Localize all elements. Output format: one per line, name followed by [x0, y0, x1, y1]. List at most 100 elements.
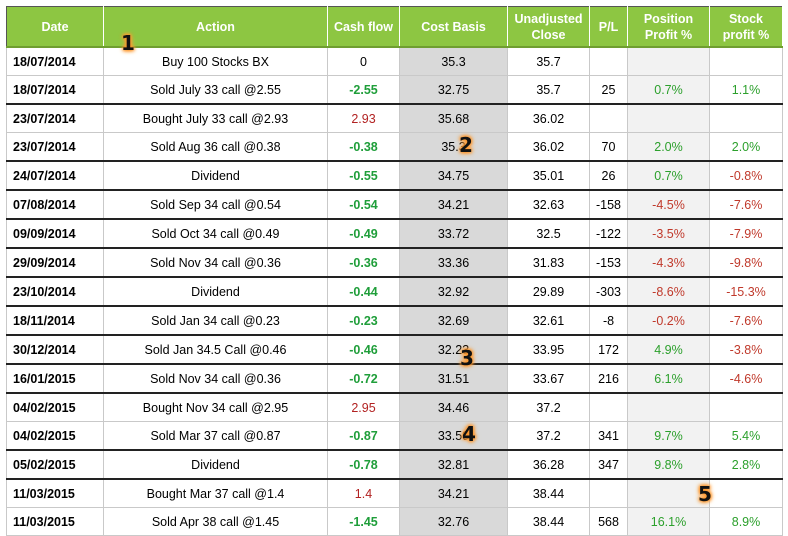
cell-date: 04/02/2015 — [6, 392, 104, 422]
cell-cost-basis: 32.75 — [399, 75, 508, 105]
cell-pl: 347 — [589, 449, 628, 480]
cell-pl — [589, 392, 628, 422]
table-row: 04/02/2015 Bought Nov 34 call @2.95 2.95 34… — [6, 392, 783, 422]
header-cost-basis: Cost Basis — [399, 6, 508, 48]
cell-cash-flow: 1.4 — [327, 478, 400, 508]
cell-date: 11/03/2015 — [6, 478, 104, 508]
cell-unadjusted-close: 38.44 — [507, 507, 590, 536]
cell-date: 05/02/2015 — [6, 449, 104, 480]
trade-log-table-container: Date Action Cash flow Cost Basis Unadjus… — [6, 6, 783, 536]
cell-pl: 216 — [589, 363, 628, 394]
cell-stock-profit — [709, 46, 783, 76]
cell-pl: -158 — [589, 189, 628, 220]
cell-position-profit: -4.3% — [627, 247, 710, 278]
cell-date: 09/09/2014 — [6, 218, 104, 249]
cell-action: Sold Oct 34 call @0.49 — [103, 218, 328, 249]
table-row: 18/11/2014 Sold Jan 34 call @0.23 -0.23 32.… — [6, 305, 783, 336]
cell-date: 18/11/2014 — [6, 305, 104, 336]
cell-unadjusted-close: 35.7 — [507, 75, 590, 105]
cell-position-profit — [627, 392, 710, 422]
cell-pl: 70 — [589, 132, 628, 162]
cell-date: 18/07/2014 — [6, 46, 104, 76]
cell-date: 30/12/2014 — [6, 334, 104, 365]
cell-action: Bought Mar 37 call @1.4 — [103, 478, 328, 508]
cell-cash-flow: -0.78 — [327, 449, 400, 480]
cell-date: 18/07/2014 — [6, 75, 104, 105]
cell-date: 11/03/2015 — [6, 507, 104, 536]
cell-cash-flow: 0 — [327, 46, 400, 76]
table-row: 05/02/2015 Dividend -0.78 32.81 36.28 347 9.8%… — [6, 449, 783, 480]
table-row: 24/07/2014 Dividend -0.55 34.75 35.01 26 0.7% -… — [6, 160, 783, 191]
cell-stock-profit: -7.6% — [709, 305, 783, 336]
callout-marker-1: 1 — [121, 31, 135, 55]
callout-marker-2: 2 — [459, 133, 473, 157]
cell-cost-basis: 32.76 — [399, 507, 508, 536]
cell-position-profit: 6.1% — [627, 363, 710, 394]
cell-cost-basis: 34.21 — [399, 478, 508, 508]
table-row: 29/09/2014 Sold Nov 34 call @0.36 -0.36 33.… — [6, 247, 783, 278]
cell-stock-profit: -7.6% — [709, 189, 783, 220]
cell-stock-profit: 2.8% — [709, 449, 783, 480]
cell-unadjusted-close: 36.02 — [507, 103, 590, 133]
cell-stock-profit: -0.8% — [709, 160, 783, 191]
cell-position-profit: -4.5% — [627, 189, 710, 220]
cell-action: Buy 100 Stocks BX — [103, 46, 328, 76]
cell-cost-basis: 33.36 — [399, 247, 508, 278]
cell-action: Dividend — [103, 160, 328, 191]
cell-cash-flow: -0.38 — [327, 132, 400, 162]
cell-cash-flow: -0.36 — [327, 247, 400, 278]
table-row: 04/02/2015 Sold Mar 37 call @0.87 -0.87 33.… — [6, 421, 783, 451]
cell-cost-basis: 35.3 — [399, 132, 508, 162]
header-position-profit: Position Profit % — [627, 6, 710, 48]
cell-pl: 26 — [589, 160, 628, 191]
cell-cash-flow: 2.95 — [327, 392, 400, 422]
cell-date: 24/07/2014 — [6, 160, 104, 191]
cell-pl: 341 — [589, 421, 628, 451]
trade-log-table: Date Action Cash flow Cost Basis Unadjus… — [6, 6, 783, 536]
cell-stock-profit — [709, 103, 783, 133]
cell-unadjusted-close: 32.5 — [507, 218, 590, 249]
cell-pl: 25 — [589, 75, 628, 105]
cell-cost-basis: 32.92 — [399, 276, 508, 307]
cell-cost-basis: 33.72 — [399, 218, 508, 249]
table-row: 18/07/2014 Buy 100 Stocks BX 0 35.3 35.7 — [6, 46, 783, 76]
cell-action: Dividend — [103, 276, 328, 307]
cell-position-profit: 9.7% — [627, 421, 710, 451]
cell-date: 07/08/2014 — [6, 189, 104, 220]
cell-stock-profit: 5.4% — [709, 421, 783, 451]
cell-action: Sold Jan 34 call @0.23 — [103, 305, 328, 336]
header-stock-profit: Stock profit % — [709, 6, 783, 48]
cell-cash-flow: -1.45 — [327, 507, 400, 536]
cell-unadjusted-close: 38.44 — [507, 478, 590, 508]
cell-date: 23/07/2014 — [6, 132, 104, 162]
header-date: Date — [6, 6, 104, 48]
cell-stock-profit: 1.1% — [709, 75, 783, 105]
table-row: 23/07/2014 Bought July 33 call @2.93 2.93 3… — [6, 103, 783, 133]
cell-position-profit — [627, 46, 710, 76]
cell-pl: -303 — [589, 276, 628, 307]
cell-date: 23/07/2014 — [6, 103, 104, 133]
cell-unadjusted-close: 31.83 — [507, 247, 590, 278]
cell-position-profit: 16.1% — [627, 507, 710, 536]
cell-unadjusted-close: 35.7 — [507, 46, 590, 76]
cell-unadjusted-close: 37.2 — [507, 421, 590, 451]
cell-stock-profit — [709, 392, 783, 422]
cell-unadjusted-close: 37.2 — [507, 392, 590, 422]
cell-action: Sold Nov 34 call @0.36 — [103, 247, 328, 278]
cell-stock-profit: -3.8% — [709, 334, 783, 365]
cell-action: Sold Jan 34.5 Call @0.46 — [103, 334, 328, 365]
cell-cash-flow: 2.93 — [327, 103, 400, 133]
cell-cash-flow: -0.23 — [327, 305, 400, 336]
callout-marker-5: 5 — [698, 482, 712, 506]
callout-marker-3: 3 — [460, 346, 474, 370]
cell-action: Sold Aug 36 call @0.38 — [103, 132, 328, 162]
cell-cost-basis: 35.3 — [399, 46, 508, 76]
cell-position-profit: 9.8% — [627, 449, 710, 480]
cell-position-profit: 4.9% — [627, 334, 710, 365]
cell-unadjusted-close: 36.02 — [507, 132, 590, 162]
cell-pl: 172 — [589, 334, 628, 365]
table-row: 16/01/2015 Sold Nov 34 call @0.36 -0.72 31.… — [6, 363, 783, 394]
cell-unadjusted-close: 33.67 — [507, 363, 590, 394]
cell-cost-basis: 35.68 — [399, 103, 508, 133]
header-unadjusted-close: Unadjusted Close — [507, 6, 590, 48]
